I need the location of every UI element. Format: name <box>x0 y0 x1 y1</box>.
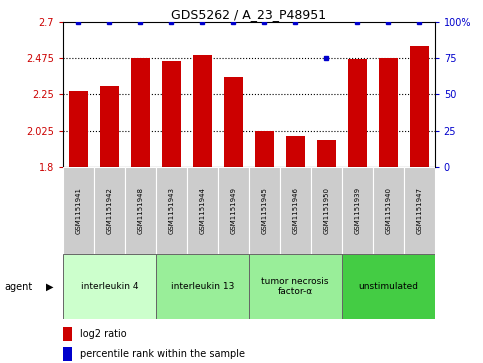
Bar <box>193 55 212 167</box>
Bar <box>156 254 249 319</box>
Bar <box>69 91 87 167</box>
Bar <box>286 136 304 167</box>
Bar <box>410 46 428 167</box>
Bar <box>373 167 404 254</box>
Text: ▶: ▶ <box>46 282 54 292</box>
Text: unstimulated: unstimulated <box>358 282 418 291</box>
Text: tumor necrosis
factor-α: tumor necrosis factor-α <box>261 277 329 297</box>
Bar <box>187 167 218 254</box>
Bar <box>342 167 373 254</box>
Text: GSM1151939: GSM1151939 <box>354 187 360 234</box>
Bar <box>255 131 273 167</box>
Text: log2 ratio: log2 ratio <box>80 329 126 339</box>
Text: agent: agent <box>5 282 33 292</box>
Bar <box>342 254 435 319</box>
Bar <box>249 167 280 254</box>
Bar <box>379 58 398 167</box>
Text: GSM1151950: GSM1151950 <box>323 187 329 234</box>
Bar <box>218 167 249 254</box>
Text: GSM1151942: GSM1151942 <box>106 187 112 234</box>
Bar <box>249 254 342 319</box>
Bar <box>94 167 125 254</box>
Text: GSM1151941: GSM1151941 <box>75 187 81 234</box>
Text: interleukin 13: interleukin 13 <box>170 282 234 291</box>
Title: GDS5262 / A_23_P48951: GDS5262 / A_23_P48951 <box>171 8 327 21</box>
Bar <box>156 167 187 254</box>
Text: GSM1151946: GSM1151946 <box>292 187 298 234</box>
Text: GSM1151948: GSM1151948 <box>137 187 143 234</box>
Text: GSM1151945: GSM1151945 <box>261 187 267 234</box>
Text: GSM1151943: GSM1151943 <box>168 187 174 234</box>
Text: GSM1151949: GSM1151949 <box>230 187 236 234</box>
Bar <box>63 167 94 254</box>
Bar <box>162 61 181 167</box>
Text: GSM1151947: GSM1151947 <box>416 187 422 234</box>
Bar <box>63 327 72 341</box>
Text: GSM1151944: GSM1151944 <box>199 187 205 234</box>
Bar <box>348 59 367 167</box>
Bar <box>100 86 118 167</box>
Bar <box>280 167 311 254</box>
Bar <box>404 167 435 254</box>
Text: percentile rank within the sample: percentile rank within the sample <box>80 349 244 359</box>
Bar <box>131 58 150 167</box>
Bar <box>125 167 156 254</box>
Bar <box>63 347 72 361</box>
Bar <box>317 139 336 167</box>
Bar <box>224 77 242 167</box>
Bar <box>311 167 342 254</box>
Bar <box>63 254 156 319</box>
Text: GSM1151940: GSM1151940 <box>385 187 391 234</box>
Text: interleukin 4: interleukin 4 <box>81 282 138 291</box>
